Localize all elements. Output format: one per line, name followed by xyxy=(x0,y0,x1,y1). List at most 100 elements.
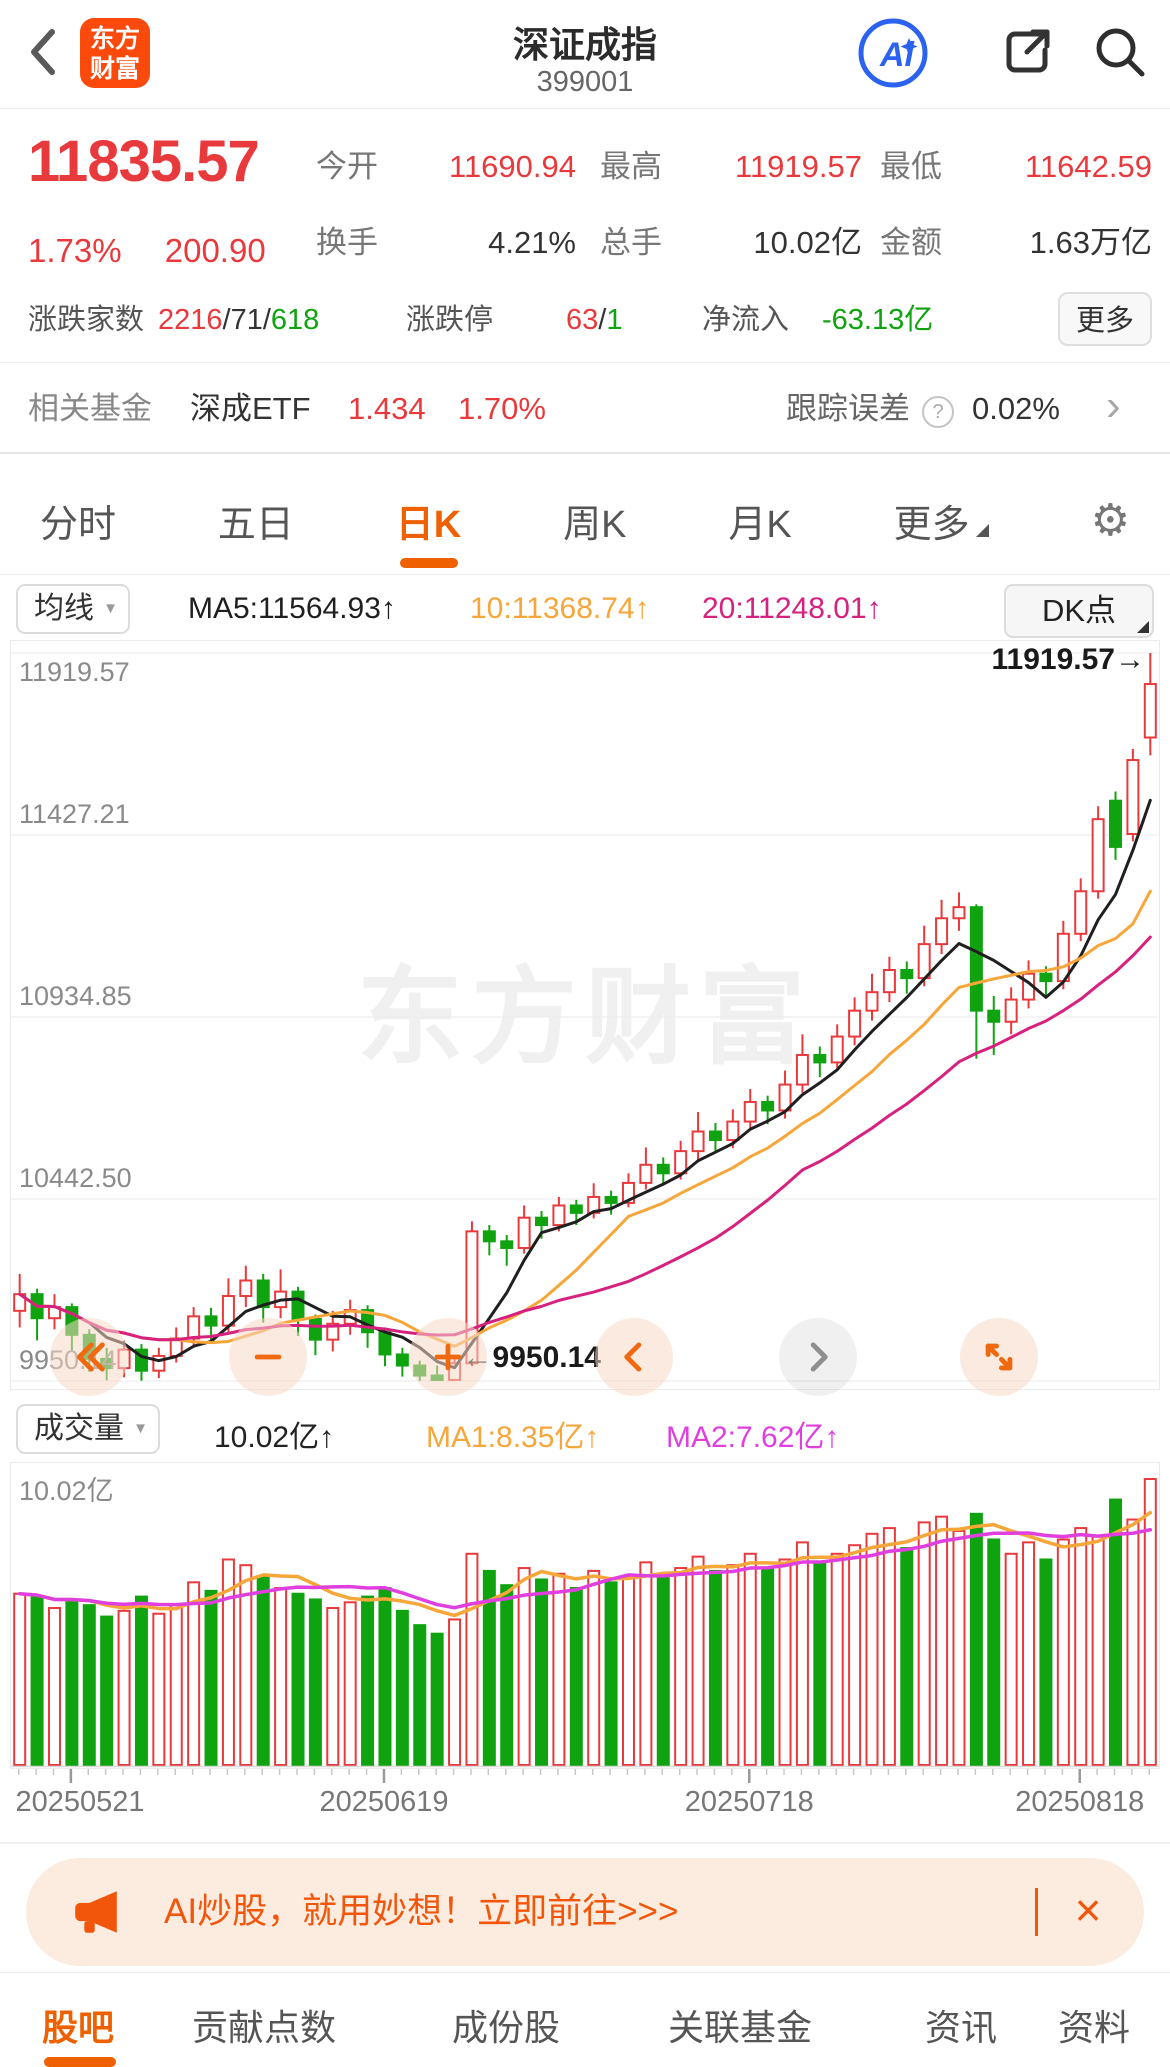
dk-point-label: DK点 xyxy=(1041,593,1117,628)
back-chevron-icon xyxy=(31,29,55,75)
logo-line1: 东方 xyxy=(89,25,140,53)
eastmoney-logo[interactable]: 东方 财富 xyxy=(80,18,150,88)
volume-svg xyxy=(11,1478,1159,1768)
stat-volume: 总手 10.02亿 xyxy=(600,222,862,264)
candles xyxy=(13,653,1157,1381)
search-button[interactable] xyxy=(1088,20,1152,89)
stat-low-label: 最低 xyxy=(880,149,942,184)
stat-low-value: 11642.59 xyxy=(1025,149,1152,184)
period-tab-bar: 分时 五日 日K 周K 月K 更多 ⚙ xyxy=(0,466,1170,574)
volume-ma-line xyxy=(17,1510,1153,1618)
stat-volume-label: 总手 xyxy=(600,225,662,260)
volume-selector-dropdown[interactable]: 成交量 ▼ xyxy=(16,1404,160,1454)
header-divider xyxy=(0,108,1170,109)
volume-axis-label: 10.02亿 xyxy=(19,1476,114,1506)
stat-high: 最高 11919.57 xyxy=(600,146,862,188)
dk-point-button[interactable]: DK点 xyxy=(1004,584,1154,638)
nav-ziliao[interactable]: 资料 xyxy=(1058,2007,1131,2048)
tab-wuri[interactable]: 五日 xyxy=(217,503,294,546)
nav-chengfengu[interactable]: 成份股 xyxy=(452,2007,561,2048)
kline-svg xyxy=(11,652,1159,1382)
fullscreen-icon xyxy=(985,1343,1013,1371)
date-label: 20250718 xyxy=(684,1786,814,1818)
promo-banner[interactable]: AI炒股，就用妙想！立即前往>>> × xyxy=(26,1858,1144,1966)
ma-line xyxy=(18,889,1152,1348)
ma-selector-dropdown[interactable]: 均线 ▼ xyxy=(16,584,130,634)
nav-guba[interactable]: 股吧 xyxy=(42,2007,115,2048)
fullscreen-button[interactable] xyxy=(960,1318,1038,1396)
caret-down-icon: ▼ xyxy=(133,1420,148,1437)
tab-zhouk[interactable]: 周K xyxy=(563,503,627,546)
nav-zixun[interactable]: 资讯 xyxy=(925,2007,998,2048)
price-change-row: 1.73% 200.90 xyxy=(28,232,266,270)
change-absolute: 200.90 xyxy=(164,232,266,269)
share-icon xyxy=(1006,29,1050,73)
breadth-up: 2216 xyxy=(158,304,223,336)
zoom-out-button[interactable] xyxy=(229,1318,307,1396)
zoom-in-button[interactable] xyxy=(409,1318,487,1396)
y-axis-label: 10934.85 xyxy=(19,981,132,1011)
search-icon xyxy=(1096,28,1145,77)
y-axis-label: 11919.57 xyxy=(19,657,130,687)
tab-more-label: 更多 xyxy=(893,503,970,546)
watermark: 东方财富 xyxy=(357,959,813,1077)
ai-button[interactable]: Ai xyxy=(856,16,930,95)
more-stats-button[interactable]: 更多 xyxy=(1058,292,1152,346)
volume-chart[interactable]: 10.02亿 xyxy=(10,1462,1160,1769)
ma-line xyxy=(18,935,1152,1342)
tab-rik[interactable]: 日K xyxy=(396,493,461,548)
banner-divider xyxy=(1035,1888,1038,1936)
help-icon[interactable]: ? xyxy=(922,396,954,428)
stat-high-label: 最高 xyxy=(600,149,662,184)
banner-close-icon[interactable]: × xyxy=(1074,1884,1102,1936)
next-button[interactable] xyxy=(779,1318,857,1396)
settings-gear-icon[interactable]: ⚙ xyxy=(1090,494,1130,546)
change-percent: 1.73% xyxy=(28,232,122,269)
logo-line2: 财富 xyxy=(89,55,140,83)
caret-down-icon: ▼ xyxy=(103,600,118,617)
back-button[interactable] xyxy=(24,22,64,87)
tab-fenshi[interactable]: 分时 xyxy=(40,503,117,546)
volume-current: 10.02亿↑ xyxy=(214,1421,335,1454)
stat-open-label: 今开 xyxy=(316,149,378,184)
stock-code: 399001 xyxy=(536,66,634,98)
current-price: 11835.57 xyxy=(28,129,260,194)
chart-bottom-divider xyxy=(0,1842,1170,1844)
fund-divider xyxy=(0,452,1170,454)
stat-turnover: 换手 4.21% xyxy=(316,222,576,264)
y-axis-label: 10442.50 xyxy=(19,1163,132,1193)
x-axis-date-labels: 20250521 20250619 20250718 20250818 xyxy=(10,1786,1160,1822)
megaphone-icon xyxy=(75,1891,117,1933)
fund-name[interactable]: 深成ETF xyxy=(190,391,311,426)
rewind-button[interactable] xyxy=(50,1318,128,1396)
volume-ma-line xyxy=(17,1527,1153,1610)
tracking-error-label: 跟踪误差 xyxy=(786,391,910,426)
tab-yuek[interactable]: 月K xyxy=(728,503,792,546)
banner-text[interactable]: AI炒股，就用妙想！立即前往>>> xyxy=(164,1892,679,1931)
date-label: 20250521 xyxy=(15,1786,145,1818)
ticks-svg xyxy=(17,1769,1151,1783)
date-label: 20250818 xyxy=(1015,1786,1145,1818)
stat-high-value: 11919.57 xyxy=(735,149,862,184)
bottom-nav: 股吧 贡献点数 成份股 关联基金 资讯 资料 xyxy=(0,1972,1170,2067)
inflow-value: -63.13亿 xyxy=(822,304,934,336)
stat-amount: 金额 1.63万亿 xyxy=(880,222,1152,264)
share-button[interactable] xyxy=(995,20,1059,89)
ma5-value: MA5:11564.93↑ xyxy=(188,592,396,625)
stat-volume-value: 10.02亿 xyxy=(753,225,862,260)
nav-guanlianjijin[interactable]: 关联基金 xyxy=(668,2007,813,2048)
volume-canvas xyxy=(11,1463,1159,1773)
ma-line xyxy=(18,798,1152,1370)
corner-triangle-icon xyxy=(1137,621,1149,633)
nav-active-indicator xyxy=(44,2057,116,2067)
stat-open: 今开 11690.94 xyxy=(316,146,576,188)
stats-divider xyxy=(0,362,1170,363)
nav-gongxian[interactable]: 贡献点数 xyxy=(192,2007,337,2048)
tab-more[interactable]: 更多 xyxy=(894,493,989,548)
chevron-right-icon[interactable]: › xyxy=(1106,381,1121,430)
zoom-in-icon xyxy=(434,1343,462,1371)
candlestick-chart[interactable]: 东方财富 11919.5711427.2110934.8510442.50995… xyxy=(10,640,1160,1396)
prev-button[interactable] xyxy=(595,1318,673,1396)
corner-triangle-icon xyxy=(975,523,989,537)
